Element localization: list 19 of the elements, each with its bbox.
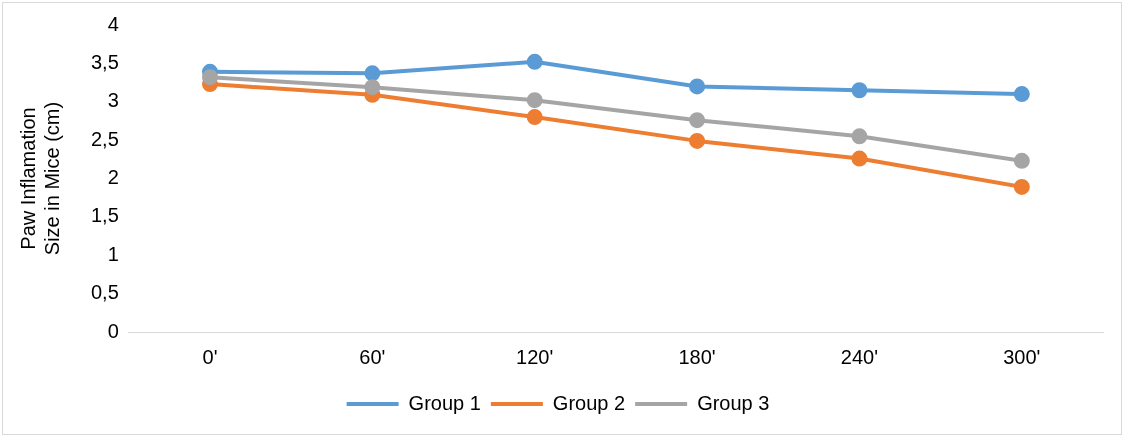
x-tick-label: 0' (202, 345, 218, 368)
y-axis-title: Paw Inflamation Size in Mice (cm) (16, 101, 63, 256)
y-tick-label: 3,5 (90, 50, 119, 73)
y-tick-label: 4 (107, 12, 119, 35)
x-tick-label: 60' (359, 345, 386, 368)
y-tick-label: 2,5 (90, 127, 119, 150)
y-tick-label: 0,5 (90, 281, 119, 304)
x-tick-label: 120' (516, 345, 554, 368)
y-tick-label: 3 (107, 89, 119, 112)
x-tick-label: 240' (840, 345, 879, 368)
y-tick-label: 0 (107, 319, 119, 342)
x-tick-label: 180' (678, 345, 716, 368)
legend-label: Group 1 (408, 391, 481, 414)
y-tick-label: 2 (107, 166, 119, 189)
y-tick-label: 1,5 (90, 204, 119, 227)
x-tick-label: 300' (1003, 345, 1041, 368)
legend-label: Group 3 (697, 391, 770, 414)
legend-label: Group 2 (552, 391, 626, 414)
y-tick-label: 1 (107, 242, 119, 265)
